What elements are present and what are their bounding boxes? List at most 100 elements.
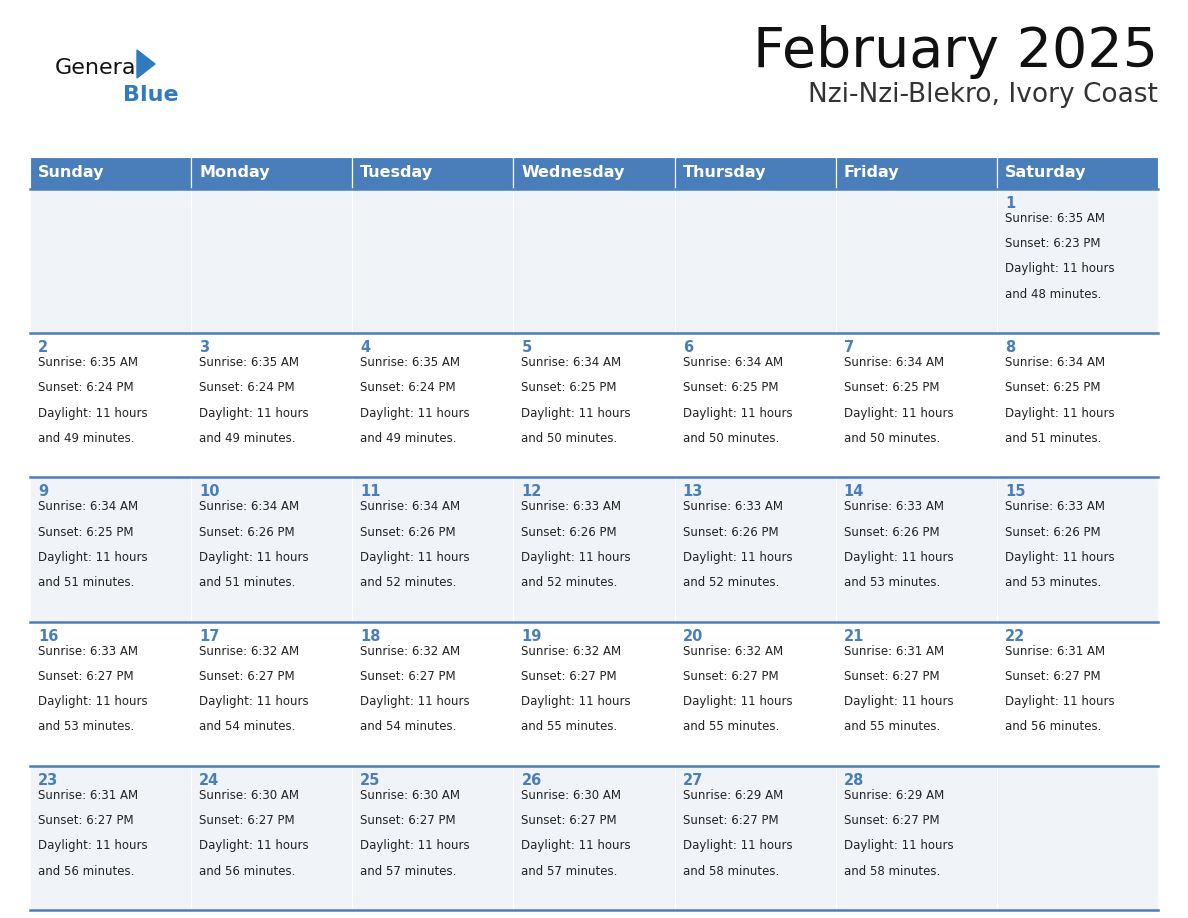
Text: and 56 minutes.: and 56 minutes. bbox=[38, 865, 134, 878]
Text: Sunset: 6:27 PM: Sunset: 6:27 PM bbox=[522, 814, 617, 827]
Bar bbox=[997, 157, 1158, 189]
Text: Sunrise: 6:35 AM: Sunrise: 6:35 AM bbox=[360, 356, 460, 369]
Text: 24: 24 bbox=[200, 773, 220, 788]
Text: 28: 28 bbox=[843, 773, 864, 788]
Text: Daylight: 11 hours: Daylight: 11 hours bbox=[522, 407, 631, 420]
Text: 22: 22 bbox=[1005, 629, 1025, 644]
Bar bbox=[353, 189, 513, 333]
Text: Daylight: 11 hours: Daylight: 11 hours bbox=[1005, 407, 1114, 420]
Text: and 58 minutes.: and 58 minutes. bbox=[683, 865, 779, 878]
Text: Sunset: 6:25 PM: Sunset: 6:25 PM bbox=[38, 526, 133, 539]
Text: Sunset: 6:27 PM: Sunset: 6:27 PM bbox=[360, 670, 456, 683]
Bar bbox=[675, 157, 835, 189]
Text: Daylight: 11 hours: Daylight: 11 hours bbox=[1005, 263, 1114, 275]
Text: Sunrise: 6:33 AM: Sunrise: 6:33 AM bbox=[843, 500, 943, 513]
Text: Sunrise: 6:30 AM: Sunrise: 6:30 AM bbox=[200, 789, 299, 801]
Text: Sunset: 6:27 PM: Sunset: 6:27 PM bbox=[683, 670, 778, 683]
Text: Daylight: 11 hours: Daylight: 11 hours bbox=[38, 839, 147, 852]
Text: Daylight: 11 hours: Daylight: 11 hours bbox=[1005, 695, 1114, 708]
Text: Monday: Monday bbox=[200, 165, 270, 181]
Text: and 51 minutes.: and 51 minutes. bbox=[1005, 431, 1101, 445]
Text: Sunrise: 6:31 AM: Sunrise: 6:31 AM bbox=[843, 644, 944, 657]
Text: February 2025: February 2025 bbox=[753, 25, 1158, 79]
Bar bbox=[30, 189, 191, 333]
Text: Daylight: 11 hours: Daylight: 11 hours bbox=[200, 839, 309, 852]
Text: Daylight: 11 hours: Daylight: 11 hours bbox=[360, 839, 470, 852]
Text: 10: 10 bbox=[200, 485, 220, 499]
Text: Sunrise: 6:30 AM: Sunrise: 6:30 AM bbox=[360, 789, 460, 801]
Text: Sunset: 6:24 PM: Sunset: 6:24 PM bbox=[200, 382, 295, 395]
Text: 2: 2 bbox=[38, 341, 49, 355]
Text: 15: 15 bbox=[1005, 485, 1025, 499]
Bar bbox=[191, 333, 353, 477]
Bar bbox=[835, 189, 997, 333]
Text: Daylight: 11 hours: Daylight: 11 hours bbox=[360, 407, 470, 420]
Text: Sunday: Sunday bbox=[38, 165, 105, 181]
Bar bbox=[675, 477, 835, 621]
Bar bbox=[513, 189, 675, 333]
Text: and 53 minutes.: and 53 minutes. bbox=[38, 721, 134, 733]
Text: 23: 23 bbox=[38, 773, 58, 788]
Text: 14: 14 bbox=[843, 485, 864, 499]
Text: and 50 minutes.: and 50 minutes. bbox=[843, 431, 940, 445]
Text: Sunrise: 6:33 AM: Sunrise: 6:33 AM bbox=[522, 500, 621, 513]
Text: Daylight: 11 hours: Daylight: 11 hours bbox=[200, 407, 309, 420]
Text: Sunset: 6:24 PM: Sunset: 6:24 PM bbox=[38, 382, 134, 395]
Text: Sunrise: 6:33 AM: Sunrise: 6:33 AM bbox=[683, 500, 783, 513]
Text: 1: 1 bbox=[1005, 196, 1016, 211]
Text: and 55 minutes.: and 55 minutes. bbox=[843, 721, 940, 733]
Bar bbox=[191, 157, 353, 189]
Text: Sunrise: 6:32 AM: Sunrise: 6:32 AM bbox=[360, 644, 461, 657]
Text: 8: 8 bbox=[1005, 341, 1016, 355]
Text: and 52 minutes.: and 52 minutes. bbox=[683, 577, 779, 589]
Text: Sunset: 6:23 PM: Sunset: 6:23 PM bbox=[1005, 237, 1100, 251]
Bar bbox=[513, 333, 675, 477]
Text: and 53 minutes.: and 53 minutes. bbox=[843, 577, 940, 589]
Bar bbox=[835, 621, 997, 766]
Bar bbox=[675, 766, 835, 910]
Text: Sunrise: 6:34 AM: Sunrise: 6:34 AM bbox=[200, 500, 299, 513]
Text: General: General bbox=[55, 58, 143, 78]
Text: and 56 minutes.: and 56 minutes. bbox=[1005, 721, 1101, 733]
Text: and 54 minutes.: and 54 minutes. bbox=[200, 721, 296, 733]
Text: Sunrise: 6:34 AM: Sunrise: 6:34 AM bbox=[683, 356, 783, 369]
Bar bbox=[513, 766, 675, 910]
Bar bbox=[513, 621, 675, 766]
Text: 18: 18 bbox=[360, 629, 381, 644]
Text: 25: 25 bbox=[360, 773, 380, 788]
Text: Sunrise: 6:33 AM: Sunrise: 6:33 AM bbox=[1005, 500, 1105, 513]
Text: and 52 minutes.: and 52 minutes. bbox=[522, 577, 618, 589]
Text: Sunrise: 6:34 AM: Sunrise: 6:34 AM bbox=[1005, 356, 1105, 369]
Bar bbox=[191, 477, 353, 621]
Text: Sunrise: 6:32 AM: Sunrise: 6:32 AM bbox=[522, 644, 621, 657]
Bar bbox=[997, 189, 1158, 333]
Bar bbox=[30, 477, 191, 621]
Text: Daylight: 11 hours: Daylight: 11 hours bbox=[843, 695, 954, 708]
Bar bbox=[353, 157, 513, 189]
Text: Wednesday: Wednesday bbox=[522, 165, 625, 181]
Text: Nzi-Nzi-Blekro, Ivory Coast: Nzi-Nzi-Blekro, Ivory Coast bbox=[808, 82, 1158, 108]
Text: and 57 minutes.: and 57 minutes. bbox=[522, 865, 618, 878]
Text: Daylight: 11 hours: Daylight: 11 hours bbox=[200, 695, 309, 708]
Text: Sunrise: 6:35 AM: Sunrise: 6:35 AM bbox=[200, 356, 299, 369]
Text: 26: 26 bbox=[522, 773, 542, 788]
Text: Tuesday: Tuesday bbox=[360, 165, 434, 181]
Text: and 51 minutes.: and 51 minutes. bbox=[200, 577, 296, 589]
Text: Daylight: 11 hours: Daylight: 11 hours bbox=[38, 407, 147, 420]
Text: 11: 11 bbox=[360, 485, 381, 499]
Text: 9: 9 bbox=[38, 485, 49, 499]
Bar bbox=[30, 333, 191, 477]
Text: and 51 minutes.: and 51 minutes. bbox=[38, 577, 134, 589]
Text: and 50 minutes.: and 50 minutes. bbox=[683, 431, 779, 445]
Bar bbox=[675, 333, 835, 477]
Text: Sunrise: 6:34 AM: Sunrise: 6:34 AM bbox=[38, 500, 138, 513]
Bar bbox=[513, 477, 675, 621]
Bar bbox=[30, 766, 191, 910]
Text: Daylight: 11 hours: Daylight: 11 hours bbox=[522, 695, 631, 708]
Polygon shape bbox=[137, 50, 154, 78]
Text: Sunrise: 6:32 AM: Sunrise: 6:32 AM bbox=[683, 644, 783, 657]
Text: 21: 21 bbox=[843, 629, 864, 644]
Text: 13: 13 bbox=[683, 485, 703, 499]
Text: and 57 minutes.: and 57 minutes. bbox=[360, 865, 456, 878]
Text: Sunrise: 6:29 AM: Sunrise: 6:29 AM bbox=[683, 789, 783, 801]
